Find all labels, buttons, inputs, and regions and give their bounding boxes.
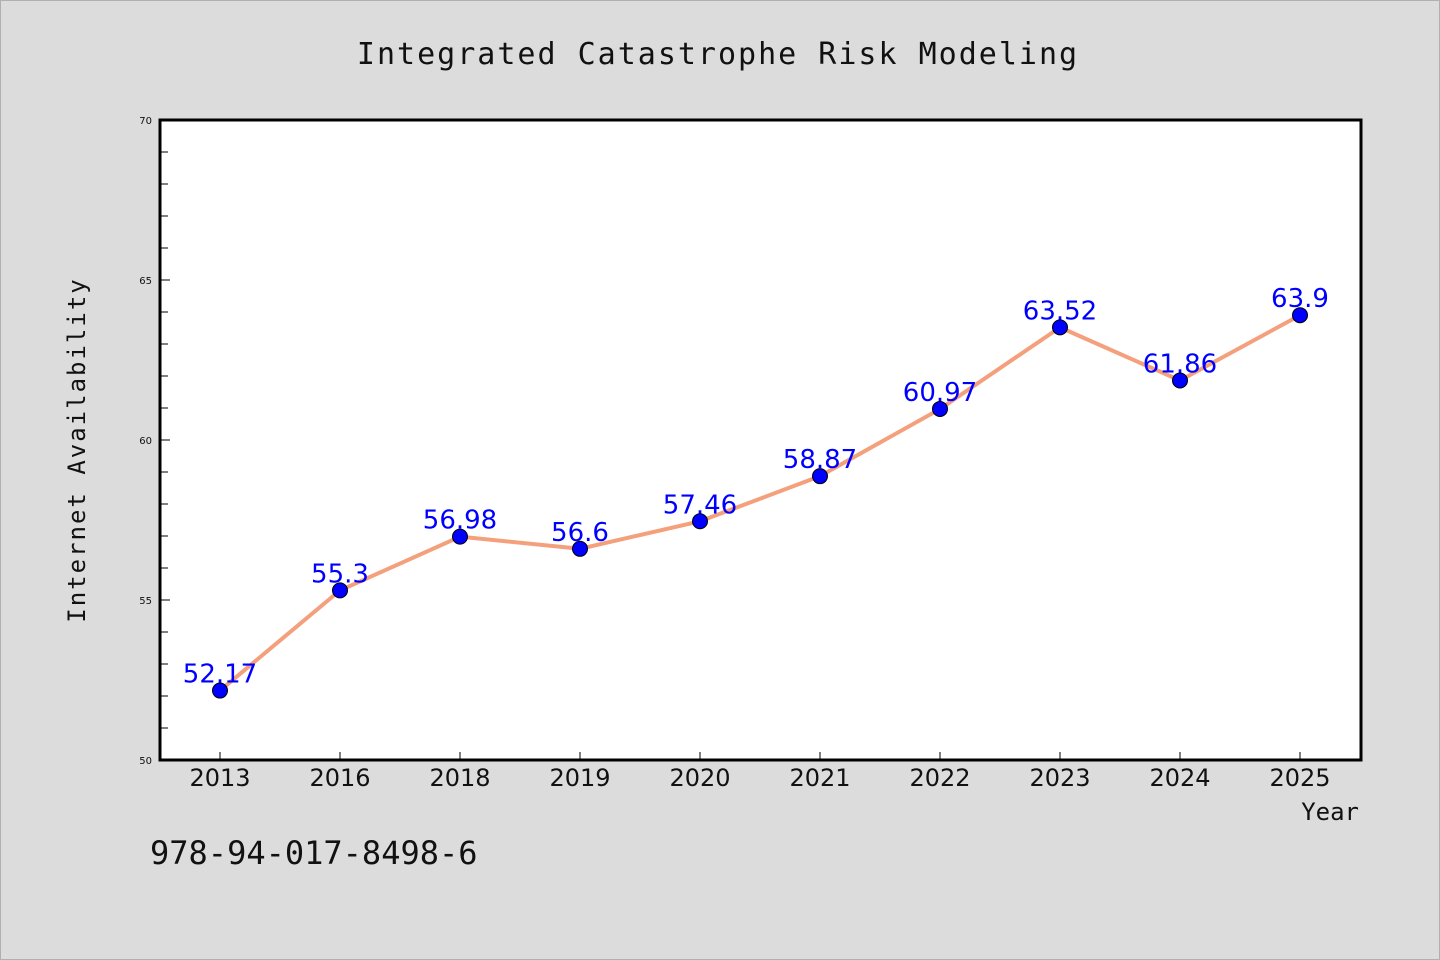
data-labels-group: 52.17 55.3 56.98 56.6 57.46 58.87 60.97 63.52 61… xyxy=(183,284,1329,689)
x-tick-label: 2016 xyxy=(309,764,370,792)
x-tick-label: 2025 xyxy=(1269,764,1330,792)
y-axis-label: Internet Availability xyxy=(63,277,91,622)
data-point xyxy=(452,528,468,545)
data-point xyxy=(1292,307,1308,324)
x-axis: 2013 2016 2018 2019 2020 2021 2022 2023 2024 2025 xyxy=(189,752,1331,792)
x-axis-label: Year xyxy=(1301,798,1359,826)
data-point xyxy=(932,400,948,417)
y-tick-label: 55 xyxy=(139,596,152,607)
isbn-text: 978-94-017-8498-6 xyxy=(150,834,478,872)
x-tick-label: 2019 xyxy=(549,764,610,792)
x-tick-label: 2023 xyxy=(1029,764,1090,792)
data-label: 56.98 xyxy=(423,506,497,536)
data-point xyxy=(572,540,588,557)
markers-group xyxy=(212,307,1308,699)
chart-title: Integrated Catastrophe Risk Modeling xyxy=(357,37,1079,72)
data-point xyxy=(812,468,828,485)
x-tick-label: 2021 xyxy=(789,764,850,792)
data-point xyxy=(1052,319,1068,336)
y-tick-label: 65 xyxy=(139,276,152,287)
plot-area xyxy=(158,118,1363,762)
data-label: 63.9 xyxy=(1271,284,1329,314)
data-point xyxy=(332,582,348,599)
y-tick-label: 60 xyxy=(139,436,152,447)
data-label: 55.3 xyxy=(311,559,369,589)
data-point xyxy=(692,513,708,530)
data-label: 63.52 xyxy=(1023,296,1097,326)
data-label: 58.87 xyxy=(783,445,857,475)
data-point xyxy=(212,682,228,699)
y-tick-label: 70 xyxy=(139,116,152,127)
series-line-group xyxy=(218,313,1302,693)
x-tick-label: 2018 xyxy=(429,764,490,792)
x-tick-label: 2024 xyxy=(1149,764,1210,792)
data-label: 61.86 xyxy=(1143,349,1217,379)
x-tick-label: 2020 xyxy=(669,764,730,792)
y-axis: 50 55 60 65 70 xyxy=(139,116,170,767)
x-tick-label: 2013 xyxy=(189,764,250,792)
data-label: 60.97 xyxy=(903,378,977,408)
y-tick-label: 50 xyxy=(139,756,152,767)
data-label: 52.17 xyxy=(183,660,257,690)
data-point xyxy=(1172,372,1188,389)
series-line xyxy=(218,313,1302,693)
x-tick-label: 2022 xyxy=(909,764,970,792)
data-label: 57.46 xyxy=(663,490,737,520)
data-label: 56.6 xyxy=(551,518,609,548)
